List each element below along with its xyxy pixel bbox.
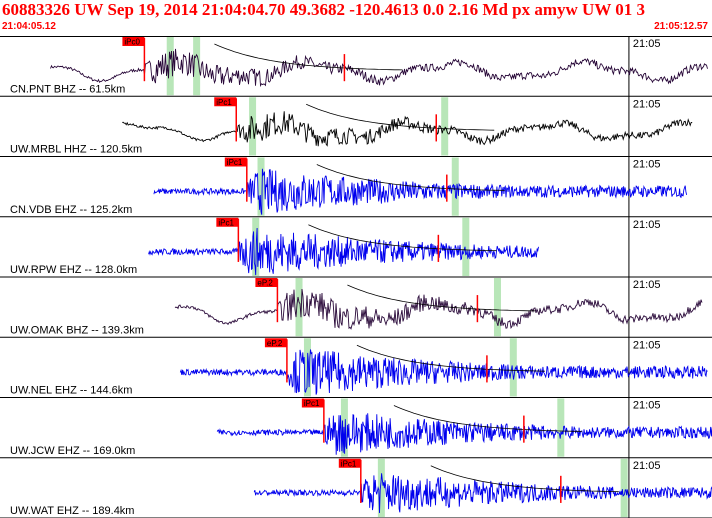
pick-window-band <box>509 338 517 397</box>
waveform <box>253 473 712 514</box>
start-time: 21:04:05.12 <box>2 21 56 32</box>
pick-marker <box>214 97 237 107</box>
trace-panel[interactable]: 21:05 iPc1 UW.RPW EHZ -- 128.0km <box>0 216 712 278</box>
trace-panel[interactable]: 21:05 eP.2 UW.OMAK BHZ -- 139.3km <box>0 277 712 338</box>
waveform <box>122 111 693 147</box>
station-label: UW.JCW EHZ -- 169.0km <box>10 445 135 457</box>
minute-tick-label: 21:05 <box>633 159 661 171</box>
minute-tick-label: 21:05 <box>633 279 661 291</box>
pick-label: eP.2 <box>257 279 273 288</box>
pick-marker <box>216 217 239 227</box>
minute-tick-label: 21:05 <box>633 339 661 351</box>
pick-label: iPc1 <box>216 98 232 107</box>
pick-label: iPc1 <box>304 399 320 408</box>
waveform <box>179 349 708 395</box>
coda-curve <box>347 284 536 312</box>
pick-window-band <box>462 217 470 276</box>
coda-curve <box>214 43 403 71</box>
minute-tick-label: 21:05 <box>633 219 661 231</box>
minute-tick-label: 21:05 <box>633 98 661 110</box>
trace-panel[interactable]: 21:05 iPc0 CN.PNT BHZ -- 61.5km <box>0 36 712 97</box>
pick-label: iPc1 <box>341 459 357 468</box>
pick-window-band <box>493 278 501 337</box>
waveform <box>174 288 703 330</box>
trace-panel[interactable]: 21:05 eP.2 UW.NEL EHZ -- 144.6km <box>0 337 712 398</box>
coda-curve <box>306 103 495 131</box>
pick-marker <box>338 458 361 468</box>
station-label: CN.PNT BHZ -- 61.5km <box>10 83 125 95</box>
pick-marker <box>255 278 278 287</box>
station-label: UW.WAT EHZ -- 189.4km <box>10 505 134 517</box>
station-label: UW.NEL EHZ -- 144.6km <box>10 385 132 397</box>
trace-panel[interactable]: 21:05 iPc1 UW.MRBL HHZ -- 120.5km <box>0 96 712 157</box>
pick-window-band <box>295 278 303 337</box>
coda-curve <box>356 344 545 372</box>
waveform <box>50 48 708 88</box>
pick-window-band <box>193 37 201 96</box>
station-label: UW.MRBL HHZ -- 120.5km <box>10 144 142 156</box>
coda-curve <box>393 405 582 432</box>
trace-panel[interactable]: 21:05 iPc1 CN.VDB EHZ -- 125.2km <box>0 156 712 218</box>
pick-marker <box>224 157 247 167</box>
pick-label: iPc1 <box>218 218 234 227</box>
pick-label: iPc0 <box>124 38 140 47</box>
minute-tick-label: 21:05 <box>633 460 661 472</box>
pick-label: eP.2 <box>267 339 283 348</box>
pick-window-band <box>252 217 260 276</box>
station-label: UW.OMAK BHZ -- 139.3km <box>10 324 144 336</box>
waveform <box>148 227 539 276</box>
coda-curve <box>316 164 505 191</box>
minute-tick-label: 21:05 <box>633 400 661 412</box>
trace-panel[interactable]: 21:05 iPc1 UW.JCW EHZ -- 169.0km <box>0 397 712 459</box>
pick-marker <box>301 398 324 408</box>
pick-label: iPc1 <box>227 158 243 167</box>
pick-marker <box>122 37 145 46</box>
minute-tick-label: 21:05 <box>633 38 661 50</box>
event-title: 60883326 UW Sep 19, 2014 21:04:04.70 49.… <box>2 0 646 19</box>
pick-window-band <box>166 37 174 96</box>
waveform <box>153 168 688 215</box>
pick-window-band <box>441 97 449 156</box>
header-bar: 60883326 UW Sep 19, 2014 21:04:04.70 49.… <box>0 0 712 36</box>
pick-window-band <box>249 97 257 156</box>
coda-curve <box>308 224 497 252</box>
pick-window-band <box>377 458 385 517</box>
coda-curve <box>430 465 619 493</box>
waveform <box>216 413 712 455</box>
pick-window-band <box>257 157 265 216</box>
pick-window-band <box>620 458 628 517</box>
station-label: CN.VDB EHZ -- 125.2km <box>10 204 132 216</box>
pick-marker <box>264 338 287 348</box>
pick-window-band <box>340 398 348 457</box>
seismogram-plot[interactable]: 21:05 iPc0 CN.PNT BHZ -- 61.5km 21:05 iPc1 UW… <box>0 36 712 518</box>
trace-panel[interactable]: 21:05 iPc1 UW.WAT EHZ -- 189.4km <box>0 457 712 518</box>
end-time: 21:05:12.57 <box>654 21 708 32</box>
pick-window-band <box>557 398 565 457</box>
station-label: UW.RPW EHZ -- 128.0km <box>10 264 137 276</box>
